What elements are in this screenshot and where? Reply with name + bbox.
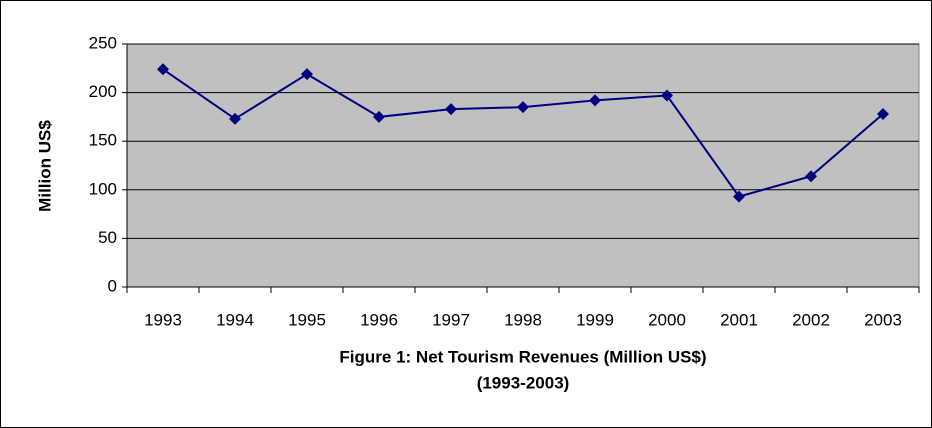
x-tick-label: 1997	[432, 310, 470, 329]
y-tick-label: 200	[89, 82, 117, 101]
x-tick-label: 1999	[576, 310, 614, 329]
y-tick-label: 150	[89, 131, 117, 150]
plot-area	[126, 43, 920, 288]
chart-subtitle: (1993-2003)	[477, 373, 570, 392]
x-tick-label: 2002	[792, 310, 830, 329]
y-tick-label: 50	[98, 228, 117, 247]
marker	[373, 110, 385, 123]
chart-title: Figure 1: Net Tourism Revenues (Million …	[339, 347, 706, 366]
marker	[445, 103, 457, 116]
marker	[517, 101, 529, 114]
x-tick-label: 2000	[648, 310, 686, 329]
y-tick-label: 100	[89, 179, 117, 198]
marker	[157, 63, 169, 76]
marker	[661, 89, 673, 102]
marker	[229, 112, 241, 125]
x-tick-label: 1996	[360, 310, 398, 329]
marker	[733, 190, 745, 203]
marker	[877, 107, 889, 120]
y-axis-label: Million US$	[35, 120, 54, 212]
y-tick-label: 0	[108, 276, 117, 295]
x-tick-label: 1995	[288, 310, 326, 329]
x-tick-label: 1993	[144, 310, 182, 329]
marker	[589, 94, 601, 107]
y-tick-label: 250	[89, 33, 117, 52]
x-tick-label: 1998	[504, 310, 542, 329]
marker	[301, 68, 313, 81]
x-tick-label: 2003	[864, 310, 902, 329]
x-tick-label: 1994	[216, 310, 254, 329]
x-tick-label: 2001	[720, 310, 758, 329]
marker	[805, 170, 817, 183]
